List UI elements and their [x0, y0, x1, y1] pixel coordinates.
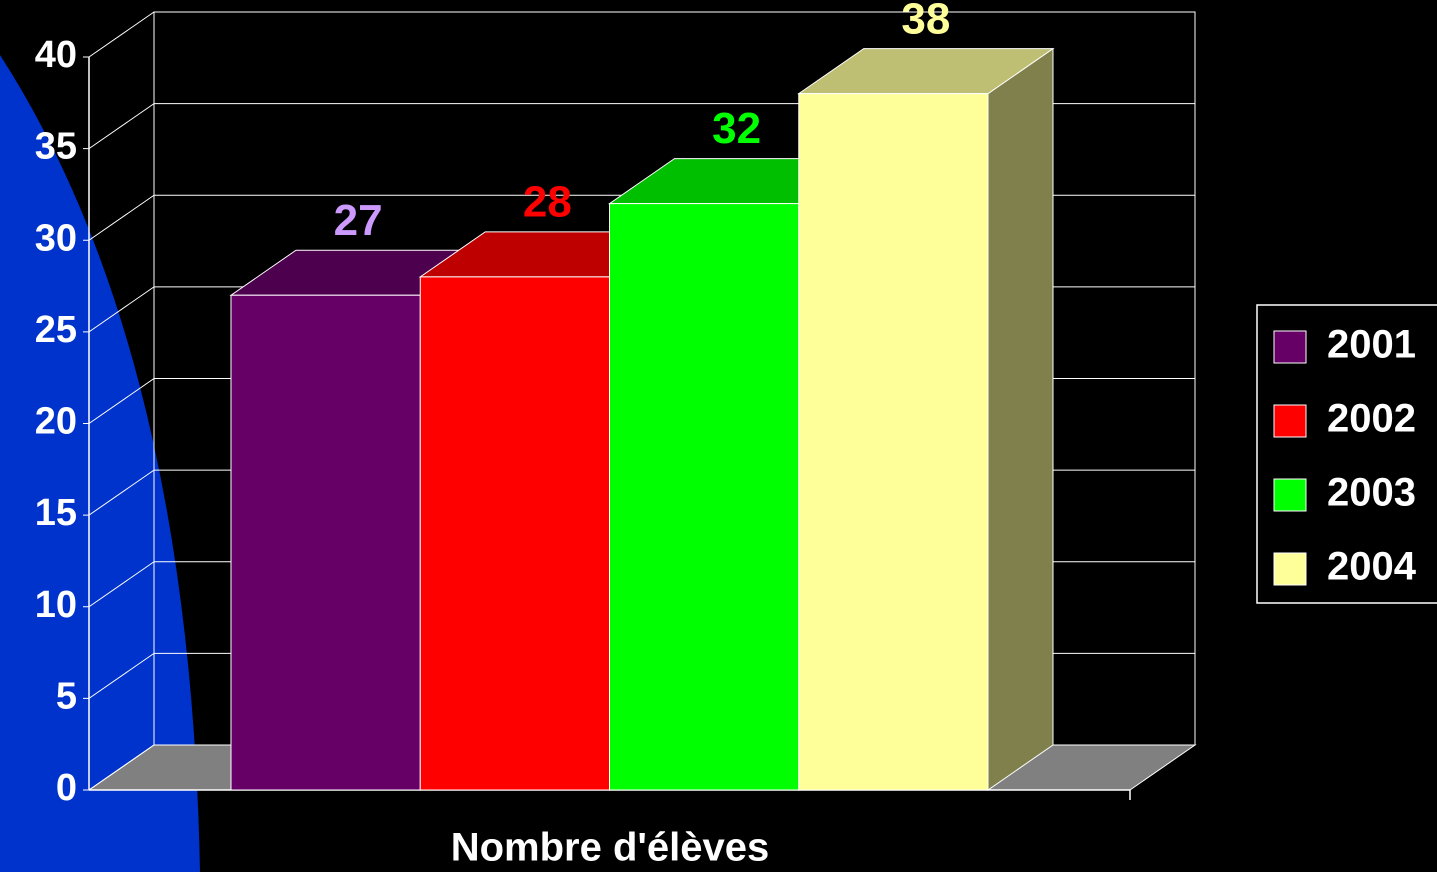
- bar: [230, 294, 421, 791]
- data-label: 27: [334, 196, 383, 245]
- data-label: 38: [901, 0, 950, 43]
- data-label: 28: [523, 178, 572, 227]
- legend-label: 2003: [1327, 471, 1416, 515]
- y-tick-label: 0: [56, 767, 77, 809]
- grid-line: [88, 561, 155, 608]
- y-tick-label: 15: [35, 492, 77, 534]
- legend-label: 2002: [1327, 397, 1416, 441]
- legend-swatch: [1273, 552, 1307, 586]
- bar: [419, 276, 610, 791]
- legend-swatch: [1273, 330, 1307, 364]
- grid-line: [88, 469, 155, 516]
- bar-side: [987, 47, 1054, 791]
- data-label: 32: [712, 104, 761, 153]
- grid-line: [88, 378, 155, 424]
- y-tick-label: 35: [35, 126, 77, 168]
- y-tick-label: 10: [35, 584, 77, 626]
- bar: [798, 93, 989, 791]
- y-tick-label: 20: [35, 401, 77, 443]
- decor-arc: [0, 55, 200, 872]
- x-axis-label: Nombre d'élèves: [451, 826, 770, 870]
- bar: [609, 203, 800, 791]
- grid-line: [88, 103, 155, 150]
- y-tick-label: 5: [56, 675, 77, 717]
- grid-line: [88, 744, 155, 791]
- grid-line: [88, 286, 155, 333]
- grid-line: [88, 652, 155, 699]
- legend-swatch: [1273, 478, 1307, 512]
- y-tick-label: 25: [35, 309, 77, 351]
- legend-label: 2004: [1327, 545, 1417, 589]
- grid-line: [88, 194, 155, 241]
- grid-line: [88, 11, 155, 58]
- y-tick-label: 40: [35, 34, 77, 76]
- y-tick-label: 30: [35, 217, 77, 259]
- legend-label: 2001: [1327, 323, 1416, 367]
- legend-swatch: [1273, 404, 1307, 438]
